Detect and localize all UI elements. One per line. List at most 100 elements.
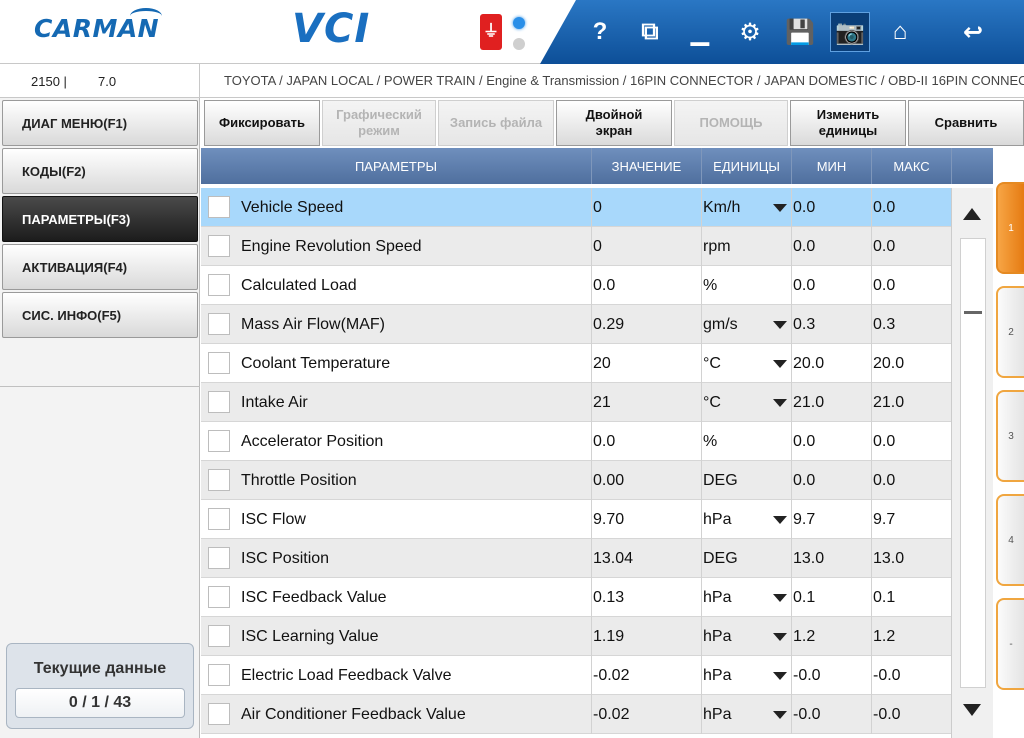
scroll-thumb[interactable]	[964, 311, 982, 314]
record-file-button[interactable]: Запись файла	[438, 100, 554, 146]
camera-icon[interactable]: 📷	[830, 12, 870, 52]
freeze-button[interactable]: Фиксировать	[204, 100, 320, 146]
help-button[interactable]: ПОМОЩЬ	[674, 100, 788, 146]
row-checkbox[interactable]	[208, 235, 230, 257]
param-name-cell: Accelerator Position	[241, 432, 384, 450]
sidebar-item-4[interactable]: АКТИВАЦИЯ(F4)	[2, 244, 198, 290]
connection-led-inactive	[513, 38, 525, 50]
table-row[interactable]: Electric Load Feedback Valve -0.02 hPa -0.0…	[201, 656, 951, 695]
column-divider	[701, 188, 702, 227]
column-divider	[871, 227, 872, 266]
page-tab-3[interactable]: 3	[996, 390, 1024, 482]
column-divider	[591, 422, 592, 461]
table-row[interactable]: Throttle Position 0.00 DEG 0.0 0.0	[201, 461, 951, 500]
sidebar-item-5[interactable]: СИС. ИНФО(F5)	[2, 292, 198, 338]
row-checkbox[interactable]	[208, 313, 230, 335]
row-checkbox[interactable]	[208, 625, 230, 647]
info-bar: 2150 | 7.0 TOYOTA / JAPAN LOCAL / POWER …	[0, 64, 1024, 98]
param-name-cell: Electric Load Feedback Valve	[241, 666, 452, 684]
column-divider	[591, 539, 592, 578]
table-row[interactable]: ISC Feedback Value 0.13 hPa 0.1 0.1	[201, 578, 951, 617]
sidebar-item-3[interactable]: ПАРАМЕТРЫ(F3)	[2, 196, 198, 242]
table-row[interactable]: Intake Air 21 °C 21.0 21.0	[201, 383, 951, 422]
page-tab-2[interactable]: 2	[996, 286, 1024, 378]
table-row[interactable]: Vehicle Speed 0 Km/h 0.0 0.0	[201, 188, 951, 227]
row-checkbox[interactable]	[208, 430, 230, 452]
table-row[interactable]: Coolant Temperature 20 °C 20.0 20.0	[201, 344, 951, 383]
row-checkbox[interactable]	[208, 703, 230, 725]
scroll-up-icon[interactable]	[963, 208, 981, 220]
change-units-button[interactable]: Изменить единицы	[790, 100, 906, 146]
scroll-track[interactable]	[960, 238, 986, 688]
unit-dropdown-icon[interactable]	[773, 594, 787, 602]
unit-dropdown-icon[interactable]	[773, 360, 787, 368]
scrollbar[interactable]	[951, 188, 993, 738]
window-icon[interactable]: ⧉	[641, 18, 659, 45]
unit-dropdown-icon[interactable]	[773, 672, 787, 680]
page-tab-4[interactable]: 4	[996, 494, 1024, 586]
row-checkbox[interactable]	[208, 196, 230, 218]
save-icon[interactable]: 💾	[785, 18, 815, 46]
settings-icon[interactable]: ⚙	[739, 18, 761, 46]
param-name-cell: Throttle Position	[241, 471, 357, 489]
unit-dropdown-icon[interactable]	[773, 516, 787, 524]
home-icon[interactable]: ⌂	[892, 18, 908, 45]
unit-cell: DEG	[703, 471, 738, 489]
unit-dropdown-icon[interactable]	[773, 711, 787, 719]
value-cell: 0	[593, 237, 602, 255]
row-checkbox[interactable]	[208, 274, 230, 296]
unit-cell: hPa	[703, 627, 732, 645]
unit-dropdown-icon[interactable]	[773, 321, 787, 329]
row-checkbox[interactable]	[208, 352, 230, 374]
unit-cell: rpm	[703, 237, 731, 255]
column-divider	[591, 461, 592, 500]
min-cell: -0.0	[793, 705, 821, 723]
row-checkbox[interactable]	[208, 391, 230, 413]
column-divider	[791, 344, 792, 383]
page-tab-5[interactable]: -	[996, 598, 1024, 690]
column-divider	[871, 695, 872, 734]
table-row[interactable]: Engine Revolution Speed 0 rpm 0.0 0.0	[201, 227, 951, 266]
table-row[interactable]: ISC Learning Value 1.19 hPa 1.2 1.2	[201, 617, 951, 656]
row-checkbox[interactable]	[208, 469, 230, 491]
minimize-icon[interactable]: ▁	[690, 18, 710, 46]
page-tab-1[interactable]: 1	[996, 182, 1024, 274]
param-name-cell: ISC Learning Value	[241, 627, 379, 645]
column-divider	[701, 227, 702, 266]
column-divider	[871, 656, 872, 695]
table-row[interactable]: Air Conditioner Feedback Value -0.02 hPa -0…	[201, 695, 951, 734]
help-icon[interactable]: ?	[592, 18, 608, 45]
min-cell: 0.0	[793, 432, 816, 450]
unit-dropdown-icon[interactable]	[773, 633, 787, 641]
unit-dropdown-icon[interactable]	[773, 399, 787, 407]
graph-mode-button[interactable]: Графический режим	[322, 100, 436, 146]
table-row[interactable]: Calculated Load 0.0% 0.0 0.0	[201, 266, 951, 305]
column-divider	[701, 344, 702, 383]
max-cell: -0.0	[873, 666, 901, 684]
row-checkbox[interactable]	[208, 508, 230, 530]
column-divider	[591, 266, 592, 305]
dual-screen-button[interactable]: Двойной экран	[556, 100, 672, 146]
back-icon[interactable]: ↩	[962, 18, 984, 46]
scroll-down-icon[interactable]	[963, 704, 981, 716]
unit-cell: gm/s	[703, 315, 738, 333]
column-divider	[871, 461, 872, 500]
sidebar-item-2[interactable]: КОДЫ(F2)	[2, 148, 198, 194]
unit-cell: hPa	[703, 510, 732, 528]
row-checkbox[interactable]	[208, 664, 230, 686]
column-divider	[871, 266, 872, 305]
current-data-counter: Текущие данные 0 / 1 / 43	[6, 643, 194, 729]
compare-button[interactable]: Сравнить	[908, 100, 1024, 146]
row-checkbox[interactable]	[208, 586, 230, 608]
column-divider	[591, 344, 592, 383]
max-cell: 1.2	[873, 627, 896, 645]
unit-dropdown-icon[interactable]	[773, 204, 787, 212]
table-row[interactable]: ISC Position 13.04 DEG 13.0 13.0	[201, 539, 951, 578]
sidebar-item-1[interactable]: ДИАГ МЕНЮ(F1)	[2, 100, 198, 146]
column-divider	[791, 500, 792, 539]
table-row[interactable]: Mass Air Flow(MAF) 0.29 gm/s 0.3 0.3	[201, 305, 951, 344]
column-divider	[701, 305, 702, 344]
table-row[interactable]: Accelerator Position 0.0% 0.0 0.0	[201, 422, 951, 461]
table-row[interactable]: ISC Flow 9.70 hPa 9.7 9.7	[201, 500, 951, 539]
row-checkbox[interactable]	[208, 547, 230, 569]
